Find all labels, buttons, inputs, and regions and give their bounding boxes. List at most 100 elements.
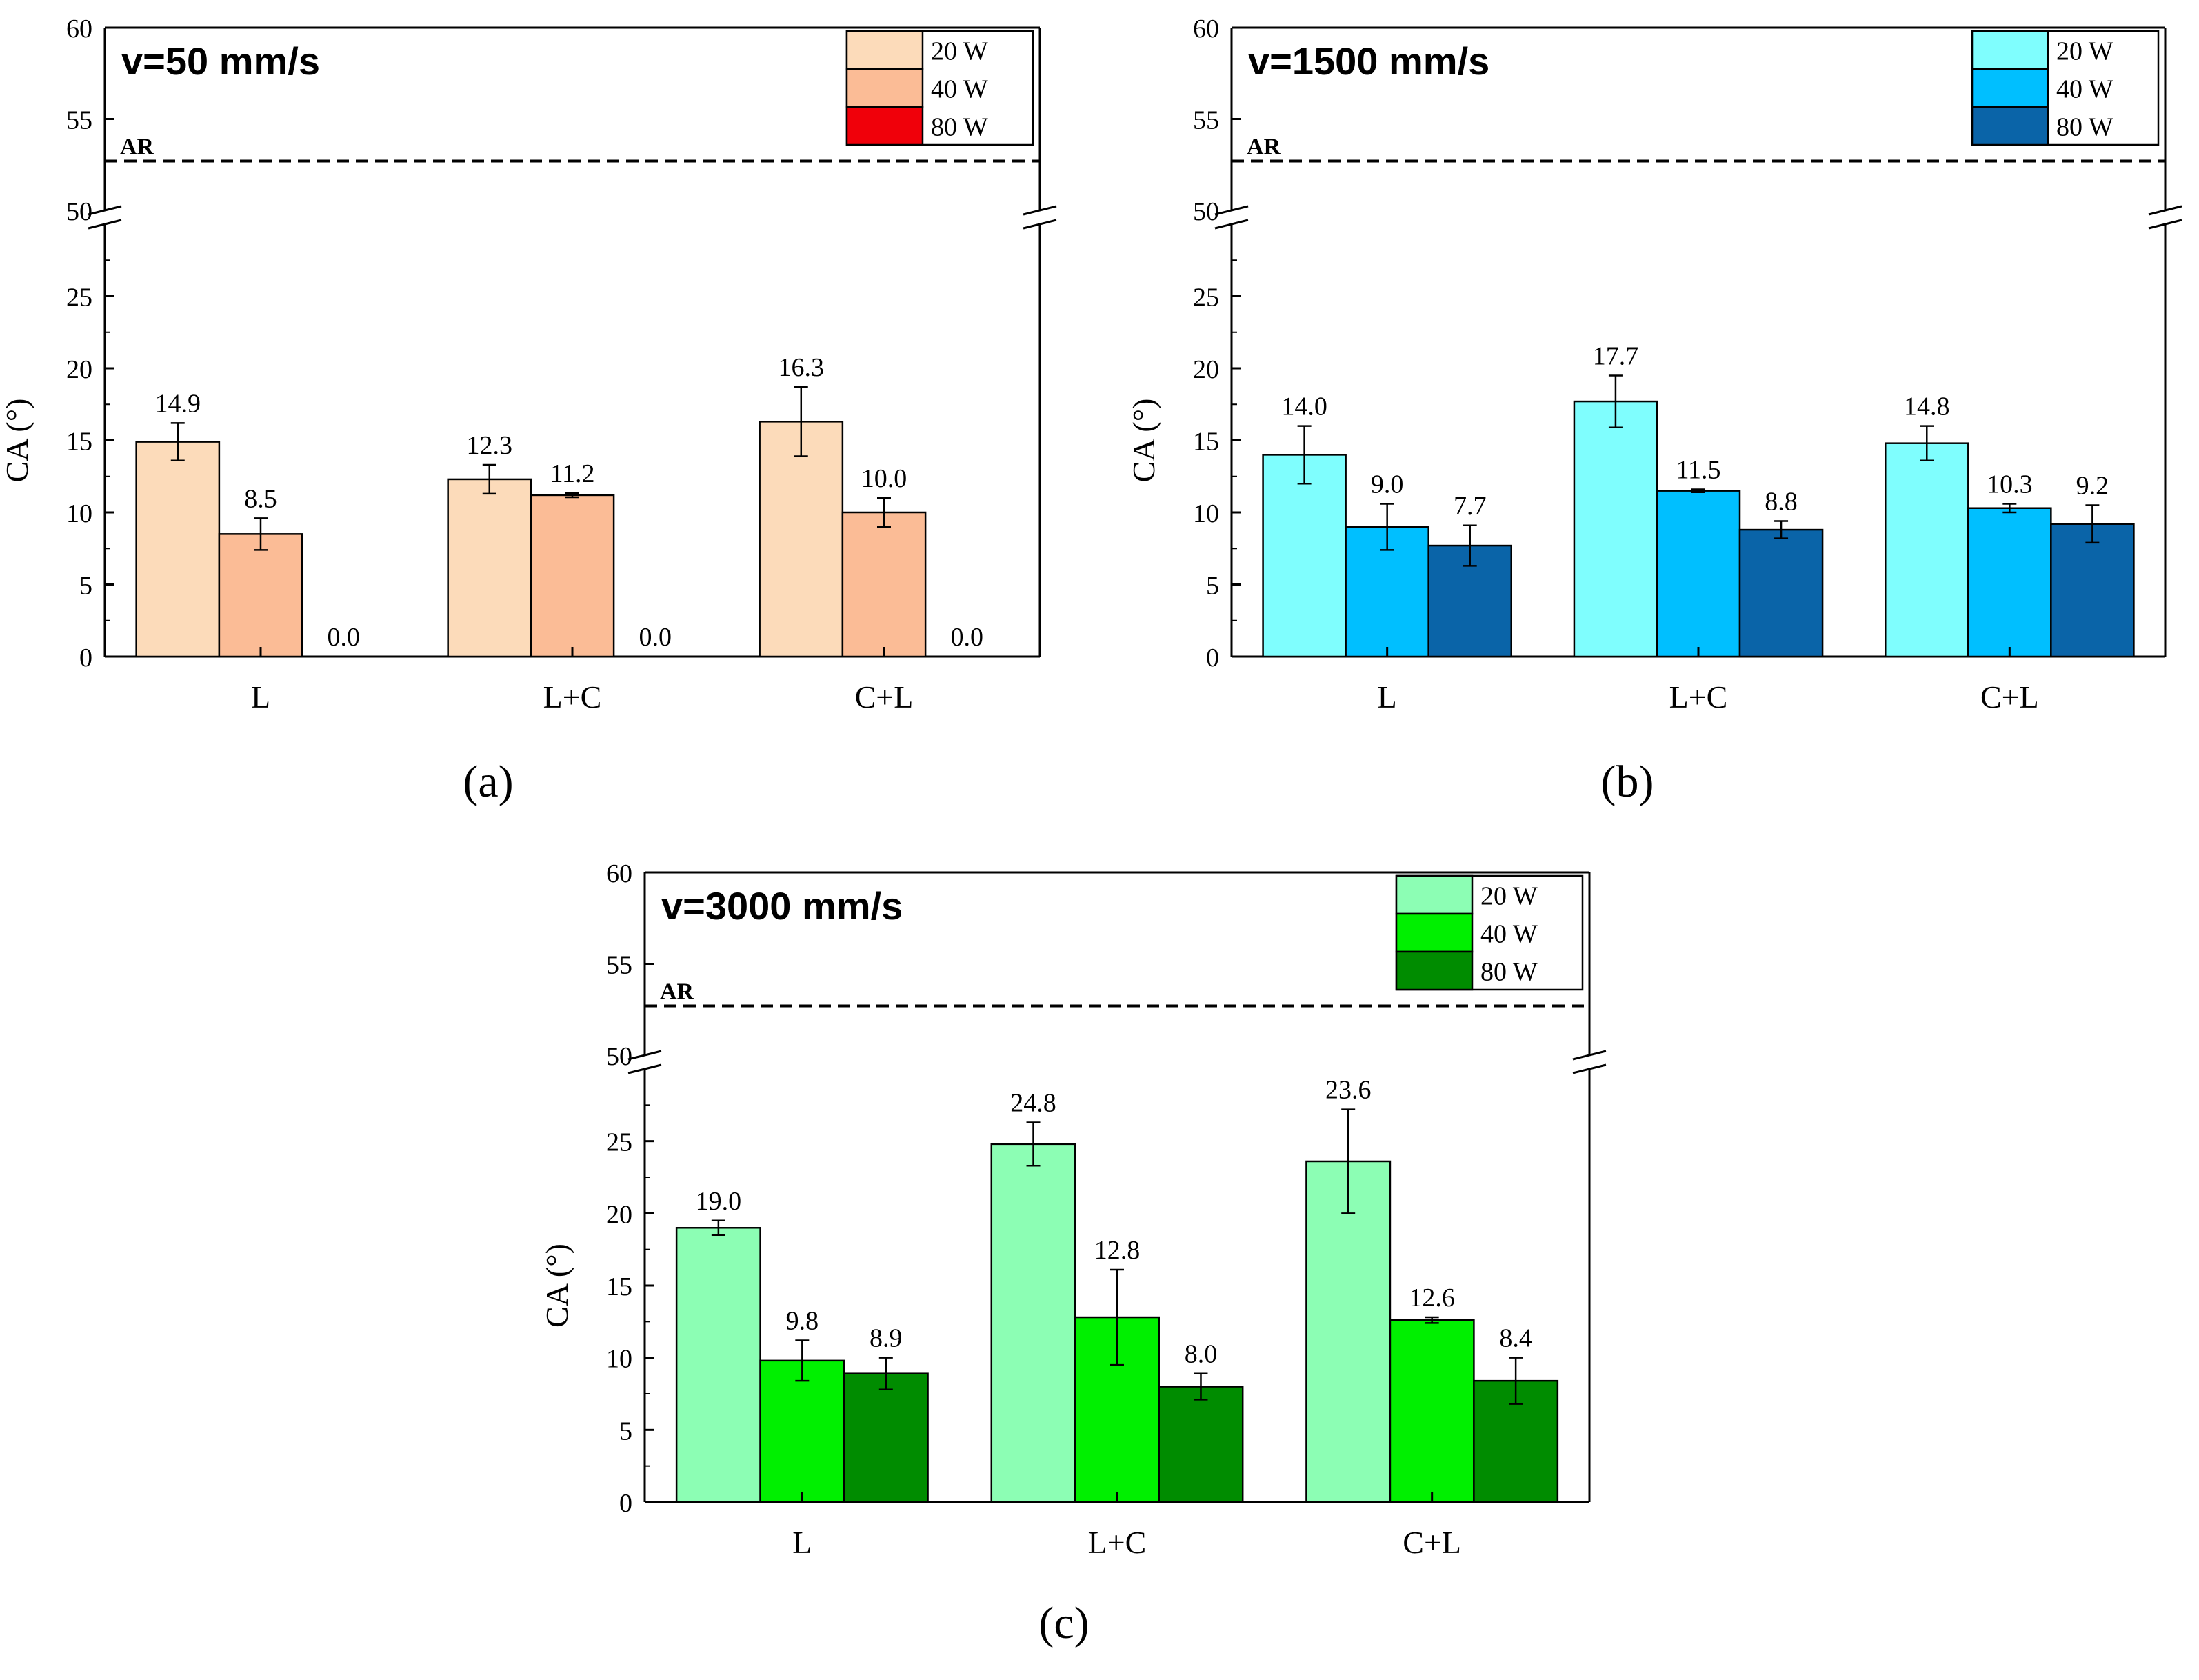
legend-swatch — [845, 106, 924, 146]
y-tick-label: 20 — [606, 1200, 632, 1229]
data-label: 16.3 — [779, 353, 825, 382]
axis-break-mark-left — [88, 219, 122, 230]
data-label: 0.0 — [327, 623, 360, 652]
data-label: 0.0 — [950, 623, 983, 652]
bar — [1885, 442, 1969, 658]
bar — [1738, 528, 1824, 658]
x-tick-label: L — [792, 1525, 812, 1560]
y-axis-label: CA (°) — [1126, 399, 1161, 483]
bar — [218, 533, 303, 658]
data-label: 17.7 — [1593, 341, 1639, 370]
data-label: 8.4 — [1499, 1324, 1532, 1353]
y-tick-label: 10 — [606, 1345, 632, 1374]
chart-title: v=3000 mm/s — [661, 884, 903, 928]
y-tick-label: 50 — [66, 197, 92, 226]
bar — [1389, 1319, 1475, 1503]
axis-break-mark-right — [1023, 205, 1057, 216]
data-label: 11.2 — [550, 459, 594, 488]
data-label: 9.0 — [1371, 470, 1404, 499]
legend-swatch — [1971, 106, 2049, 146]
bar — [841, 511, 927, 658]
data-label: 24.8 — [1010, 1088, 1056, 1117]
bar — [1967, 507, 2052, 658]
x-tick-label: L+C — [1088, 1525, 1147, 1560]
chart-panel-b: 0 5 10 15 20 25 50 55 60 CA (°) v=1500 mm/s AR 14.0 1… — [1126, 14, 2182, 807]
data-label: 7.7 — [1454, 492, 1487, 521]
legend-label: 80 W — [931, 113, 988, 142]
x-tick-label: L — [1378, 679, 1397, 714]
legend-swatch — [845, 30, 924, 70]
y-tick-label: 55 — [66, 106, 92, 135]
bar — [1305, 1160, 1392, 1503]
legend-swatch — [1971, 30, 2049, 70]
data-label: 10.3 — [1987, 470, 2033, 499]
y-tick-label: 60 — [66, 14, 92, 43]
data-label: 14.0 — [1281, 392, 1327, 421]
y-tick-label: 0 — [79, 643, 92, 672]
axis-break-mark-left — [627, 1063, 662, 1074]
legend-label: 80 W — [2056, 113, 2113, 142]
y-tick-label: 25 — [1193, 283, 1219, 312]
data-label: 14.9 — [155, 389, 201, 418]
data-label: 12.3 — [467, 431, 513, 460]
legend-swatch — [1395, 950, 1474, 991]
y-tick-label: 15 — [66, 428, 92, 457]
data-label: 12.6 — [1409, 1283, 1455, 1312]
x-tick-label: C+L — [855, 679, 914, 714]
bar — [135, 441, 221, 658]
chart-title: v=50 mm/s — [121, 39, 320, 83]
y-tick-label: 50 — [606, 1042, 632, 1071]
data-label: 12.8 — [1094, 1236, 1141, 1265]
axis-break-mark-left — [88, 205, 122, 216]
y-tick-label: 10 — [1193, 499, 1219, 528]
reference-line-label: AR — [660, 979, 694, 1004]
bar — [1262, 454, 1347, 658]
y-tick-label: 5 — [619, 1417, 632, 1446]
panel-label: (b) — [1601, 757, 1654, 807]
y-tick-label: 25 — [606, 1128, 632, 1157]
y-tick-label: 15 — [1193, 428, 1219, 457]
axis-break-mark-right — [1572, 1050, 1607, 1061]
y-tick-label: 20 — [1193, 355, 1219, 384]
data-label: 23.6 — [1325, 1076, 1372, 1105]
y-tick-label: 55 — [606, 951, 632, 980]
bar — [1656, 490, 1741, 658]
bar — [1573, 400, 1658, 658]
y-tick-label: 50 — [1193, 197, 1219, 226]
reference-line-label: AR — [120, 134, 154, 159]
y-tick-label: 15 — [606, 1272, 632, 1301]
data-label: 0.0 — [639, 623, 672, 652]
axis-break-mark-right — [1023, 219, 1057, 230]
data-label: 9.2 — [2076, 472, 2109, 501]
panel-label: (a) — [463, 757, 513, 807]
bar — [1158, 1386, 1244, 1503]
data-label: 19.0 — [696, 1187, 742, 1216]
y-axis-label: CA (°) — [0, 399, 34, 483]
data-label: 8.5 — [244, 484, 277, 513]
data-label: 8.0 — [1185, 1340, 1218, 1369]
y-tick-label: 20 — [66, 355, 92, 384]
axis-break-mark-right — [2148, 205, 2182, 216]
chart-panel-c: 0 5 10 15 20 25 50 55 60 CA (°) v=3000 mm/s AR 19.0 2… — [539, 859, 1607, 1648]
y-axis-label: CA (°) — [539, 1243, 574, 1328]
legend-swatch — [845, 68, 924, 108]
chart-title: v=1500 mm/s — [1248, 39, 1489, 83]
legend-label: 20 W — [931, 37, 988, 66]
y-tick-label: 10 — [66, 499, 92, 528]
x-tick-label: L — [251, 679, 270, 714]
axis-break-mark-left — [1214, 219, 1249, 230]
chart-panel-a: 0 5 10 15 20 25 50 55 60 CA (°) v=50 mm/s AR 14.9 12.… — [0, 14, 1057, 807]
axis-break-mark-left — [627, 1050, 662, 1061]
x-tick-label: C+L — [1403, 1525, 1461, 1560]
y-tick-label: 5 — [1206, 572, 1219, 601]
panel-label: (c) — [1038, 1598, 1089, 1648]
x-tick-label: L+C — [543, 679, 602, 714]
legend-label: 40 W — [2056, 75, 2113, 104]
legend-swatch — [1395, 912, 1474, 953]
bar — [530, 494, 615, 658]
data-label: 8.8 — [1765, 488, 1798, 517]
data-label: 14.8 — [1904, 392, 1950, 421]
bar — [759, 421, 844, 658]
